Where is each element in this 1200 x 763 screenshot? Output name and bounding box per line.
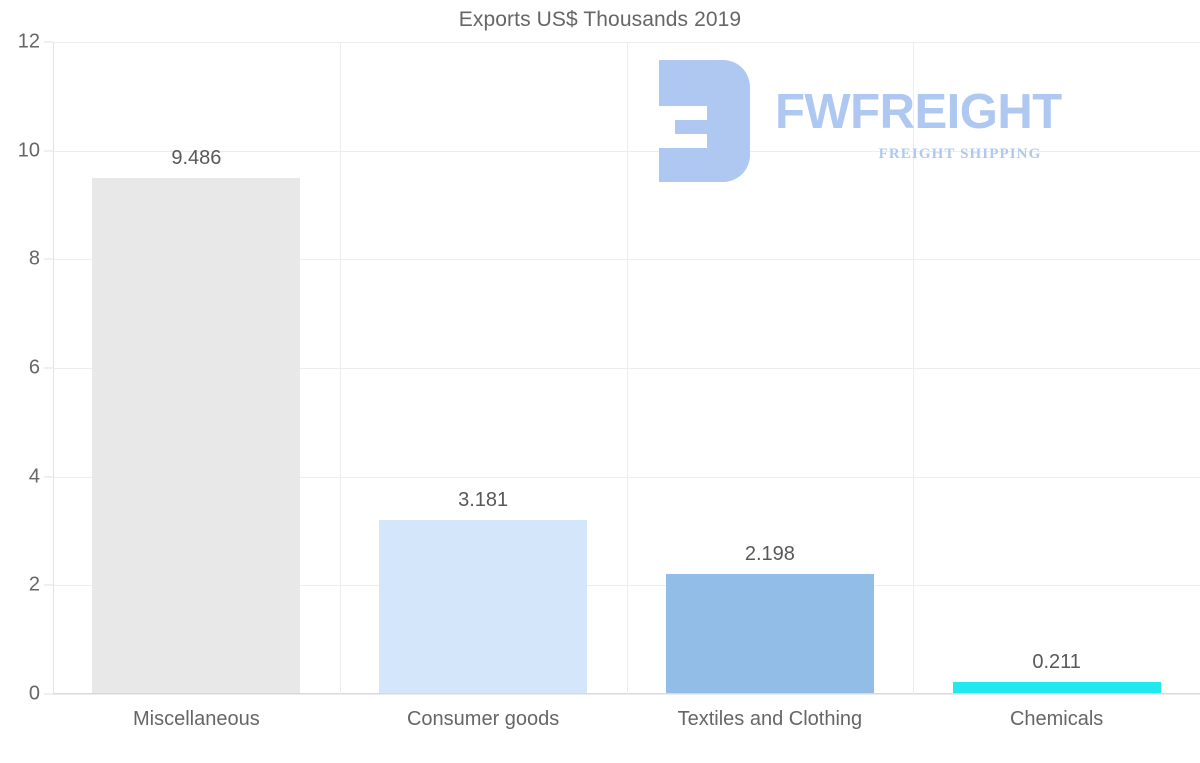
- bar[interactable]: [92, 177, 301, 693]
- y-tick-label: 4: [28, 465, 40, 488]
- y-tick-label: 6: [28, 356, 40, 379]
- bar-value-label: 2.198: [744, 542, 795, 565]
- bar[interactable]: [665, 573, 874, 693]
- y-tick-label: 8: [28, 247, 40, 270]
- x-tick-label: Chemicals: [1009, 708, 1104, 730]
- bar[interactable]: [952, 681, 1161, 693]
- y-tick-mark: [44, 584, 53, 586]
- y-tick-label: 10: [17, 139, 40, 162]
- bar[interactable]: [379, 520, 588, 693]
- y-tick-label: 2: [28, 573, 40, 596]
- bar-value-label: 0.211: [1032, 650, 1081, 673]
- y-tick-mark: [44, 367, 53, 369]
- gridline-vertical: [913, 42, 914, 694]
- x-tick-label: Miscellaneous: [133, 708, 260, 730]
- y-tick-mark: [44, 150, 53, 152]
- y-tick-label: 12: [17, 30, 40, 53]
- gridline-horizontal: [53, 259, 1200, 261]
- plot-area: 0 2 4 6 8 10 12 9.486 3.181 2.198 0.211: [18, 31, 1200, 705]
- y-tick-mark: [44, 41, 53, 43]
- y-tick-mark: [44, 693, 53, 695]
- gridline-horizontal: [53, 694, 1200, 695]
- gridline-horizontal: [53, 42, 1200, 43]
- y-tick-mark: [44, 476, 53, 478]
- gridline-horizontal: [53, 476, 1200, 478]
- gridline-horizontal: [53, 150, 1200, 152]
- gridline-horizontal: [53, 368, 1200, 369]
- x-tick-label: Textiles and Clothing: [677, 708, 863, 730]
- bar-value-label: 3.181: [458, 489, 509, 512]
- x-axis-line: [53, 693, 1200, 694]
- y-tick-mark: [44, 258, 53, 260]
- x-tick-label: Consumer goods: [406, 708, 560, 730]
- bar-value-label: 9.486: [171, 146, 222, 169]
- gridline-vertical: [627, 42, 628, 694]
- chart-title: Exports US$ Thousands 2019: [458, 8, 742, 31]
- y-tick-label: 0: [28, 682, 40, 705]
- gridline-horizontal: [53, 585, 1200, 587]
- gridline-vertical: [340, 42, 341, 694]
